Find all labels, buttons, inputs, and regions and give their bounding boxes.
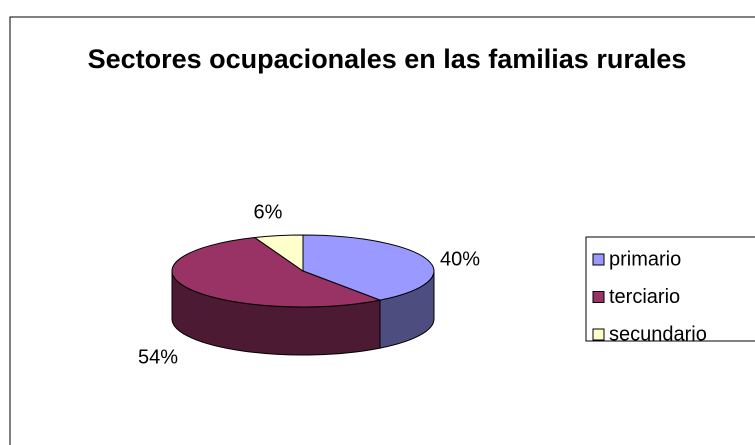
data-label: 6%: [254, 201, 283, 223]
legend-label: secundario: [609, 323, 707, 345]
legend-label: primario: [609, 248, 681, 270]
legend-swatch: [592, 291, 605, 303]
pie-slice: [302, 234, 435, 301]
legend-label: terciario: [609, 286, 680, 308]
chart-title: Sectores ocupacionales en las familias r…: [87, 44, 687, 74]
legend-swatch: [592, 253, 605, 266]
data-label: 54%: [138, 346, 178, 368]
data-label: 40%: [440, 248, 480, 270]
legend-swatch: [592, 328, 605, 341]
pie-slice: [253, 234, 304, 272]
chart-frame: [9, 16, 755, 445]
pie-slice: [171, 237, 382, 308]
legend-box: [585, 236, 755, 342]
